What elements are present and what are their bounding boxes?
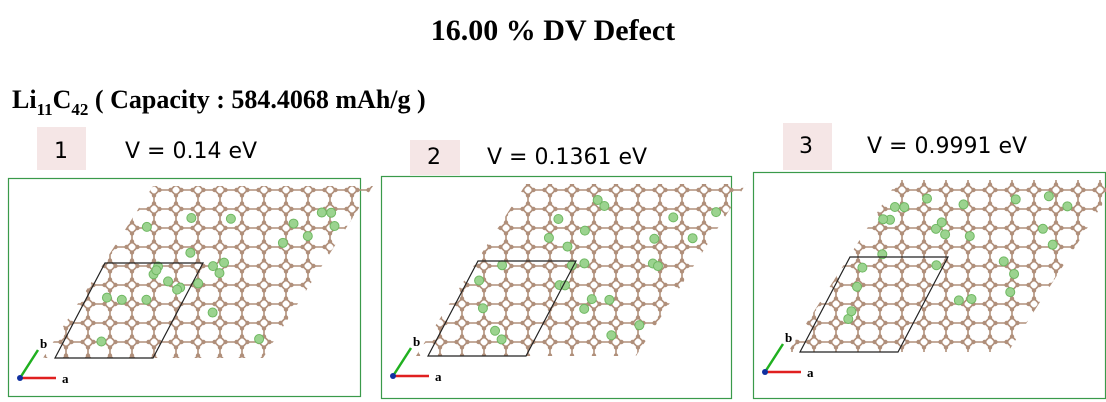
axis-b-label: b [40, 336, 47, 351]
li-atom [544, 233, 553, 242]
li-atom [593, 196, 602, 205]
li-atom [491, 326, 500, 335]
formula-li-count: 11 [37, 100, 53, 119]
li-atom [932, 261, 941, 270]
li-atom [142, 295, 151, 304]
axis-a-label: a [62, 371, 69, 386]
formula-rest: ( Capacity : 584.4068 mAh/g ) [88, 85, 425, 114]
li-atom [173, 285, 182, 294]
li-atom [226, 214, 235, 223]
li-atom [1006, 288, 1015, 297]
li-atom [215, 269, 224, 278]
li-atom [890, 203, 899, 212]
li-atom [999, 257, 1008, 266]
li-atom [954, 296, 963, 305]
li-atom [607, 331, 616, 340]
li-atom [967, 294, 976, 303]
li-atom [563, 242, 572, 251]
formula-c: C [53, 85, 72, 114]
li-atom [186, 248, 195, 257]
li-atom [847, 307, 856, 316]
axis-a-label: a [435, 369, 442, 384]
li-atom [1038, 224, 1047, 233]
formula-c-count: 42 [71, 100, 88, 119]
li-atom [1011, 195, 1020, 204]
voltage: V = 0.14 eV [125, 139, 257, 164]
li-atom [498, 261, 507, 270]
li-atom [853, 282, 862, 291]
li-atom [959, 200, 968, 209]
slide: 16.00 % DV Defect Li11C42 ( Capacity : 5… [0, 0, 1106, 402]
li-atom [117, 295, 126, 304]
voltage: V = 0.1361 eV [487, 145, 647, 170]
li-atom [635, 321, 644, 330]
li-atom [923, 194, 932, 203]
li-atom [554, 214, 563, 223]
li-atom [152, 266, 161, 275]
li-atom [478, 304, 487, 313]
li-atom [220, 258, 229, 267]
li-atom [278, 238, 287, 247]
li-atom [580, 226, 589, 235]
li-atom [1010, 269, 1019, 278]
li-atom [650, 234, 659, 243]
panel-number: 1 [54, 139, 68, 164]
li-atom [858, 263, 867, 272]
li-atom [937, 218, 946, 227]
li-atom [255, 335, 264, 344]
formula-li: Li [12, 85, 37, 114]
voltage: V = 0.9991 eV [867, 134, 1027, 159]
li-atom [102, 293, 111, 302]
li-atom [1044, 192, 1053, 201]
li-atom [580, 259, 589, 268]
li-atom [941, 230, 950, 239]
axis-origin [762, 369, 768, 375]
li-atom [475, 276, 484, 285]
li-atom [688, 234, 697, 243]
li-atom [187, 213, 196, 222]
axis-origin [390, 373, 396, 379]
li-atom [587, 295, 596, 304]
li-atom [653, 262, 662, 271]
li-atom [900, 203, 909, 212]
li-atom [142, 222, 151, 231]
li-atom [327, 208, 336, 217]
li-atom [97, 337, 106, 346]
li-atom [194, 279, 203, 288]
panel-number: 2 [427, 145, 441, 170]
li-atom [1063, 202, 1072, 211]
li-atom [303, 232, 312, 241]
li-atom [879, 215, 888, 224]
panel-number: 3 [799, 134, 813, 159]
axis-b-label: b [413, 334, 420, 349]
li-atom [164, 277, 173, 286]
li-atom [669, 213, 678, 222]
axis-b-label: b [785, 330, 792, 345]
li-atom [317, 208, 326, 217]
title: 16.00 % DV Defect [431, 14, 675, 47]
axis-origin [17, 375, 23, 381]
li-atom [1048, 240, 1057, 249]
li-atom [965, 232, 974, 241]
li-atom [712, 208, 721, 217]
li-atom [497, 335, 506, 344]
li-atom [208, 308, 217, 317]
li-atom [605, 295, 614, 304]
li-atom [289, 219, 298, 228]
formula: Li11C42 ( Capacity : 584.4068 mAh/g ) [12, 85, 426, 119]
li-atom [330, 222, 339, 231]
li-atom [580, 304, 589, 313]
li-atom [209, 262, 218, 271]
axis-a-label: a [807, 365, 814, 380]
